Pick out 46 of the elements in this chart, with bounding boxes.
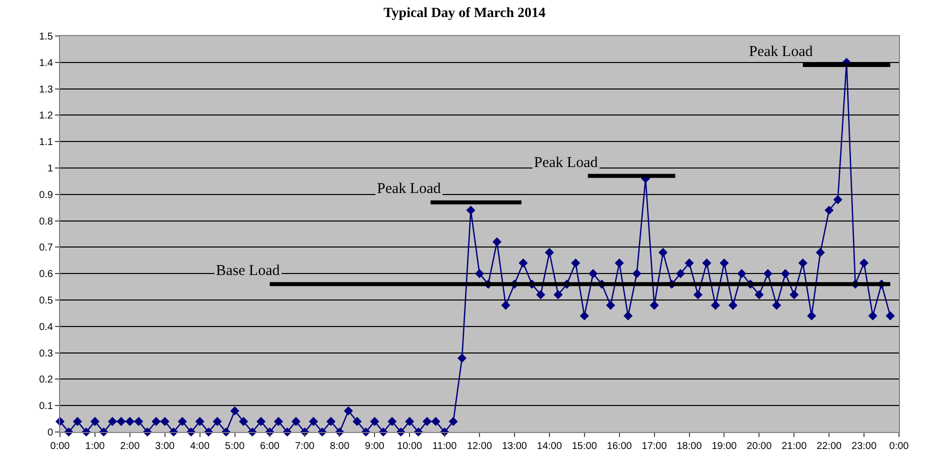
x-tick-label: 14:00: [536, 441, 562, 452]
x-tick-label: 22:00: [816, 441, 842, 452]
annotation: Peak Load: [534, 155, 598, 171]
y-tick-label: 0.4: [39, 322, 54, 333]
x-tick-label: 6:00: [260, 441, 280, 452]
x-tick-label: 2:00: [120, 441, 140, 452]
y-tick-label: 0.2: [39, 374, 54, 386]
y-tick-label: 0.7: [39, 242, 54, 254]
y-tick-label: 0.3: [39, 348, 54, 360]
x-tick-label: 1:00: [85, 441, 106, 452]
y-tick-label: 1.4: [39, 58, 54, 69]
y-tick-label: 1.1: [39, 137, 54, 148]
x-tick-label: 23:00: [852, 441, 877, 452]
x-tick-label: 9:00: [364, 441, 385, 452]
y-tick-label: 1: [47, 164, 54, 174]
y-tick-label: 1.2: [39, 110, 54, 122]
x-tick-label: 11:00: [432, 441, 458, 452]
x-tick-label: 3:00: [155, 441, 176, 452]
x-tick-label: 20:00: [746, 441, 772, 452]
y-tick-label: 0.6: [39, 269, 54, 280]
x-tick-label: 19:00: [712, 441, 738, 452]
annotation: Peak Load: [377, 181, 442, 197]
x-tick-label: 0:00: [889, 441, 910, 452]
y-tick-label: 0.1: [39, 401, 54, 412]
y-tick-label: 0.5: [39, 296, 54, 306]
x-tick-label: 13:00: [502, 441, 528, 452]
chart-title: Typical Day of March 2014: [383, 6, 546, 21]
y-tick-label: 0.9: [39, 190, 54, 201]
x-tick-label: 4:00: [190, 441, 210, 452]
x-tick-label: 16:00: [606, 441, 632, 452]
x-tick-label: 0:00: [50, 441, 70, 452]
annotation: Peak Load: [749, 44, 814, 60]
x-tick-label: 10:00: [397, 441, 423, 452]
y-tick-label: 1.5: [39, 32, 54, 42]
x-tick-label: 18:00: [676, 441, 702, 452]
x-tick-label: 8:00: [330, 441, 350, 452]
x-tick-label: 12:00: [466, 441, 492, 452]
y-tick-label: 0.8: [39, 216, 54, 228]
y-tick-label: 0: [47, 428, 54, 438]
x-tick-label: 15:00: [572, 441, 598, 452]
x-tick-label: 5:00: [225, 441, 245, 452]
x-tick-label: 17:00: [642, 441, 668, 452]
annotation: Base Load: [216, 263, 280, 279]
y-tick-label: 1.3: [39, 84, 54, 96]
x-tick-label: 21:00: [782, 441, 808, 452]
x-tick-label: 7:00: [294, 441, 315, 452]
